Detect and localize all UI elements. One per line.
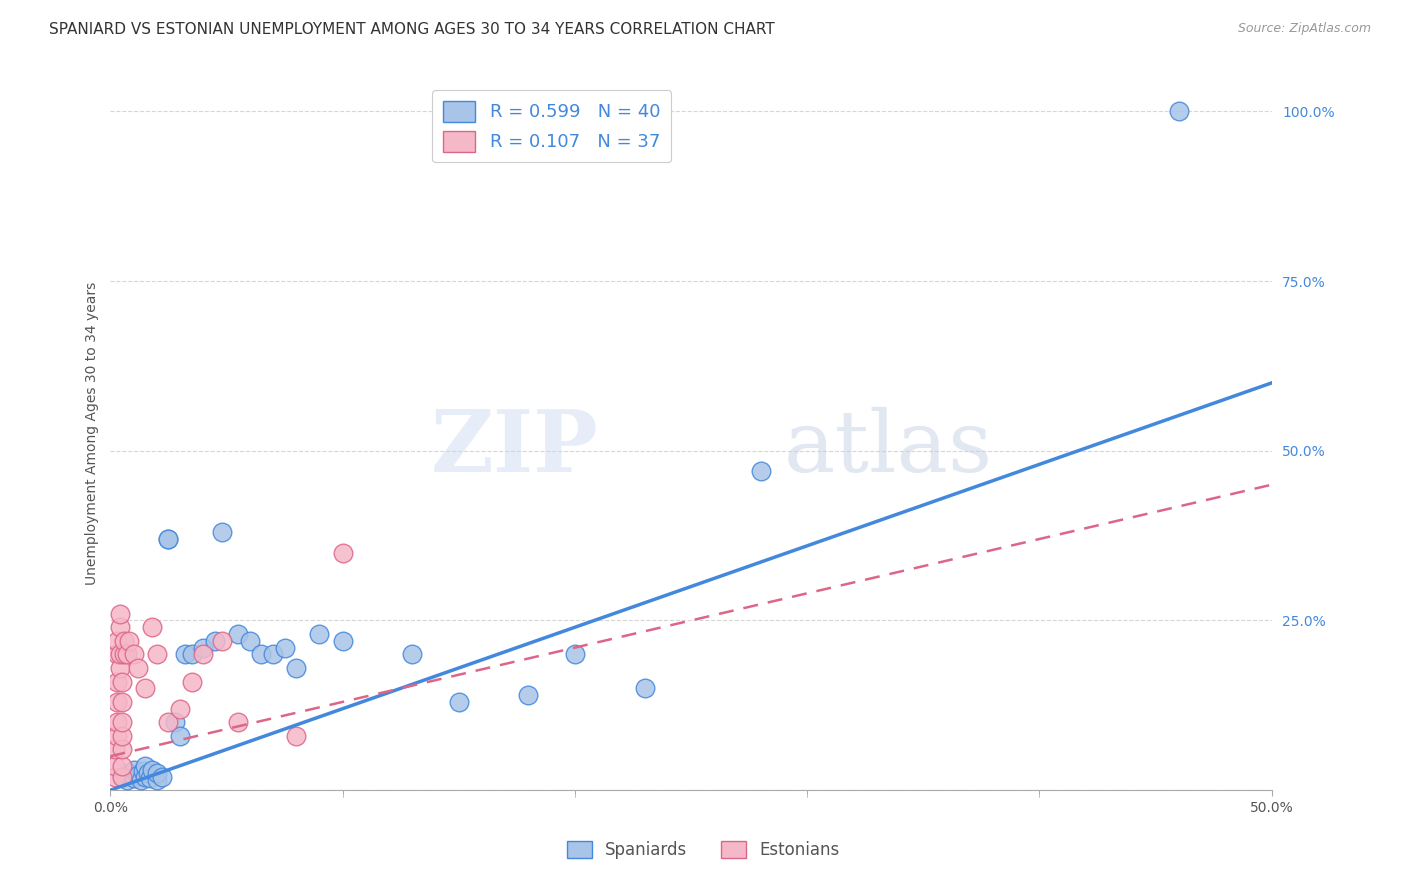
Point <box>332 633 354 648</box>
Point <box>447 695 470 709</box>
Point <box>564 648 586 662</box>
Point <box>193 648 215 662</box>
Point <box>146 772 169 787</box>
Point <box>115 648 138 662</box>
Text: Source: ZipAtlas.com: Source: ZipAtlas.com <box>1237 22 1371 36</box>
Point <box>150 770 173 784</box>
Point <box>169 701 191 715</box>
Point <box>105 729 128 743</box>
Point <box>111 715 134 730</box>
Point <box>332 545 354 559</box>
Point <box>157 715 180 730</box>
Point <box>749 464 772 478</box>
Point <box>108 648 131 662</box>
Point <box>111 729 134 743</box>
Point <box>169 729 191 743</box>
Point <box>141 620 163 634</box>
Point <box>122 648 145 662</box>
Point <box>134 681 156 696</box>
Point <box>157 532 180 546</box>
Point <box>118 633 141 648</box>
Point <box>111 742 134 756</box>
Point <box>112 648 135 662</box>
Point <box>111 674 134 689</box>
Point <box>165 715 187 730</box>
Point <box>122 763 145 777</box>
Point <box>1167 104 1189 119</box>
Point <box>180 674 202 689</box>
Point <box>141 763 163 777</box>
Point <box>104 770 127 784</box>
Point <box>112 633 135 648</box>
Point <box>204 633 226 648</box>
Point <box>285 661 308 675</box>
Point <box>108 620 131 634</box>
Point <box>108 661 131 675</box>
Point <box>129 772 152 787</box>
Point <box>226 715 249 730</box>
Point <box>127 661 149 675</box>
Point <box>105 648 128 662</box>
Point <box>111 759 134 773</box>
Point <box>104 742 127 756</box>
Point <box>105 695 128 709</box>
Point <box>127 768 149 782</box>
Point <box>108 607 131 621</box>
Point <box>285 729 308 743</box>
Point <box>157 532 180 546</box>
Point <box>111 770 134 784</box>
Point <box>136 766 159 780</box>
Point <box>211 633 233 648</box>
Point <box>105 633 128 648</box>
Legend: Spaniards, Estonians: Spaniards, Estonians <box>560 834 846 866</box>
Point <box>139 771 162 785</box>
Point <box>111 695 134 709</box>
Point <box>115 772 138 787</box>
Point <box>105 715 128 730</box>
Point <box>173 648 195 662</box>
Point <box>250 648 273 662</box>
Text: SPANIARD VS ESTONIAN UNEMPLOYMENT AMONG AGES 30 TO 34 YEARS CORRELATION CHART: SPANIARD VS ESTONIAN UNEMPLOYMENT AMONG … <box>49 22 775 37</box>
Text: ZIP: ZIP <box>430 406 598 490</box>
Point <box>633 681 655 696</box>
Point <box>134 770 156 784</box>
Point <box>111 770 134 784</box>
Point <box>122 771 145 785</box>
Point <box>118 766 141 780</box>
Point <box>193 640 215 655</box>
Point <box>104 759 127 773</box>
Point <box>273 640 295 655</box>
Point <box>226 627 249 641</box>
Text: atlas: atlas <box>785 407 993 490</box>
Point <box>180 648 202 662</box>
Point <box>134 759 156 773</box>
Point <box>105 674 128 689</box>
Point <box>132 764 155 779</box>
Point <box>517 688 540 702</box>
Point <box>146 648 169 662</box>
Point <box>211 525 233 540</box>
Point <box>262 648 284 662</box>
Point <box>308 627 330 641</box>
Y-axis label: Unemployment Among Ages 30 to 34 years: Unemployment Among Ages 30 to 34 years <box>86 282 100 585</box>
Point <box>239 633 262 648</box>
Legend: R = 0.599   N = 40, R = 0.107   N = 37: R = 0.599 N = 40, R = 0.107 N = 37 <box>432 90 671 162</box>
Point <box>401 648 423 662</box>
Point <box>146 766 169 780</box>
